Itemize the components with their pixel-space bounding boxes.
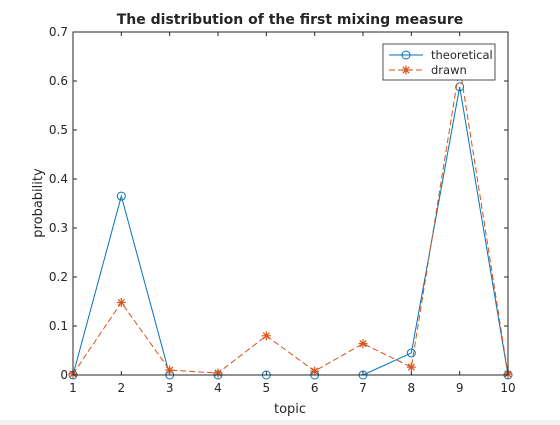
x-tick-label: 1 (69, 381, 77, 395)
x-tick-label: 8 (408, 381, 416, 395)
y-axis-label: probability (31, 168, 46, 238)
x-tick-label: 2 (118, 381, 126, 395)
y-tick-label: 0.6 (49, 74, 68, 88)
y-tick-label: 0.2 (49, 270, 68, 284)
y-tick-label: 0.7 (49, 25, 68, 39)
y-tick-label: 0 (60, 368, 68, 382)
data-point-drawn (117, 298, 126, 307)
chart-title: The distribution of the first mixing mea… (117, 12, 463, 28)
legend-marker-drawn (402, 66, 411, 75)
y-tick-label: 0.1 (49, 319, 68, 333)
x-tick-label: 10 (500, 381, 515, 395)
x-tick-label: 9 (456, 381, 464, 395)
plot-area (73, 32, 508, 375)
y-tick-label: 0.4 (49, 172, 68, 186)
data-point-drawn (407, 363, 416, 372)
x-tick-label: 4 (214, 381, 222, 395)
x-tick-label: 6 (311, 381, 319, 395)
data-point-drawn (214, 369, 223, 378)
x-axis-label: topic (274, 402, 306, 417)
legend-label-theoretical: theoretical (431, 48, 493, 62)
data-point-drawn (359, 339, 368, 348)
data-point-drawn (262, 331, 271, 340)
x-tick-label: 5 (263, 381, 271, 395)
data-point-drawn (310, 367, 319, 376)
x-tick-label: 3 (166, 381, 174, 395)
legend-label-drawn: drawn (431, 63, 467, 77)
data-point-drawn (165, 366, 174, 375)
y-tick-label: 0.3 (49, 221, 68, 235)
x-tick-label: 7 (359, 381, 367, 395)
y-tick-label: 0.5 (49, 123, 68, 137)
